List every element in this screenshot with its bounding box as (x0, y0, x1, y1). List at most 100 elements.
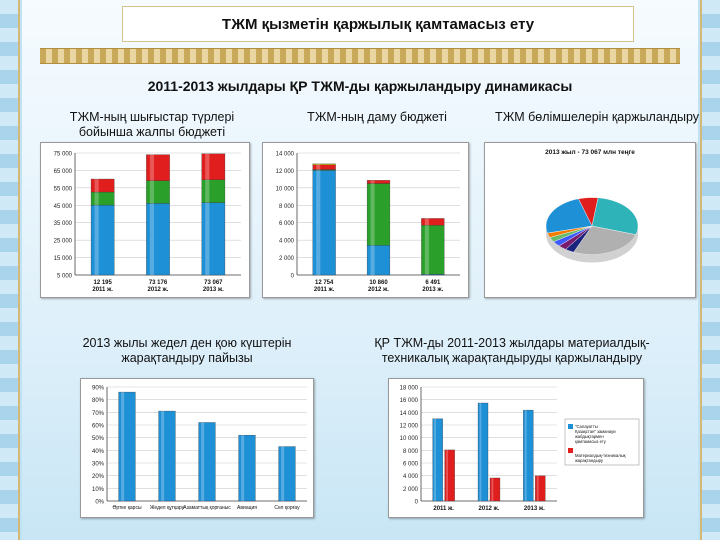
c4-bar-shine (241, 435, 245, 501)
c4-bar (238, 434, 256, 502)
c5-legend-label: "Салауатты (575, 424, 598, 429)
c5-ytick: 18 000 (400, 386, 419, 392)
c1-bar-segment-shine (94, 192, 99, 206)
c2-bar-segment (421, 218, 445, 226)
c4-bar-shine (281, 446, 285, 501)
c1-ytick: 5 000 (57, 274, 73, 280)
c5-category-label: 2011 ж. (433, 506, 454, 512)
c1-ytick: 45 000 (54, 204, 73, 210)
c2-ytick: 2 000 (279, 256, 295, 262)
c5-bar (477, 402, 489, 502)
c1-bar-segment (146, 154, 170, 181)
c5-ytick: 10 000 (400, 436, 419, 442)
c3-title: 2013 жыл - 73 067 млн теңге (545, 149, 635, 156)
c4-svg: 0% 10% 20% 30% 40% 50% 60% 70% 80% 90% Өртке қарсы… (92, 386, 307, 511)
c2-category-label: 2013 ж. (422, 287, 443, 293)
slide: ТЖМ қызметін қаржылық қамтамасыз ету 201… (22, 0, 699, 540)
c5-legend (564, 418, 640, 466)
c5-ytick: 16 000 (400, 398, 419, 404)
c5-bar (432, 418, 443, 502)
c2-ytick: 0 (291, 274, 295, 280)
c5-svg: 0 2 000 4 000 6 000 8 000 10 000 12 000 14 000 1… (400, 386, 640, 512)
c4-category-label: Жедел құтқару (150, 505, 185, 511)
c2-bar-segment-shine (370, 180, 375, 184)
c4-ytick: 0% (95, 500, 104, 506)
c1-bar-segment (90, 178, 115, 193)
c5-bar (535, 475, 546, 502)
c1-ytick: 65 000 (54, 169, 73, 175)
c4-category-label: Авиация (237, 505, 257, 511)
c5-legend-label: Қазақстан" заманауи (575, 429, 616, 434)
c5-bar-shine (536, 475, 539, 501)
panel2-title: ТЖМ-ның даму бюджеті (307, 110, 447, 124)
c3-pie-slice (573, 225, 637, 255)
c1-bar-segment-shine (94, 205, 99, 275)
page-subtitle: 2011-2013 жылдары ҚР ТЖМ-ды қаржыландыру… (147, 78, 573, 94)
c4-category-label: Азаматтық қорғаныс (183, 505, 231, 511)
c3-svg: 2013 жыл - 73 067 млн теңге (545, 149, 639, 263)
c2-ytick: 4 000 (279, 239, 295, 245)
c4-ytick: 70% (92, 411, 105, 417)
c1-bar-segment-shine (205, 202, 210, 275)
c2-bar-segment-shine (316, 169, 321, 171)
c2-bar-segment-shine (316, 164, 321, 170)
left-border (0, 0, 20, 540)
c2-ytick: 6 000 (279, 221, 295, 227)
c2-bar-segment-shine (424, 218, 429, 226)
page-title: ТЖМ қызметін қаржылық қамтамасыз ету (221, 15, 535, 33)
c5-bar (523, 409, 534, 502)
c5-ytick: 2 000 (403, 487, 419, 493)
c5-bar-shine (446, 449, 448, 501)
c1-bar-segment-shine (94, 179, 99, 193)
c5-legend-label: жабдықтармен (575, 434, 604, 439)
c4-ytick: 80% (92, 398, 105, 404)
c5-bar-shine (491, 477, 494, 501)
panel5-title: ҚР ТЖМ-ды 2011-2013 жылдары материалдық-… (374, 336, 650, 365)
chart-equipment-percent: 0% 10% 20% 30% 40% 50% 60% 70% 80% 90% Өртке қарсы… (80, 378, 314, 518)
c1-bar-segment (90, 191, 115, 206)
c2-svg: 0 2 000 4 000 6 000 8 000 10 000 12 000 14 000 1… (276, 152, 460, 293)
c2-bar-segment (366, 180, 391, 184)
c1-category-label: 2012 ж. (148, 287, 169, 293)
c2-category-label: 2011 ж. (314, 287, 335, 293)
c2-bar-segment (312, 170, 336, 276)
c4-category-label: Өртке қарсы (112, 505, 142, 511)
panel3-title: ТЖМ бөлімшелерін қаржыландыру (494, 110, 700, 124)
c3-pie-slice (545, 198, 593, 234)
c2-ytick: 8 000 (279, 204, 295, 210)
title-bar: ТЖМ қызметін қаржылық қамтамасыз ету (122, 6, 634, 42)
c4-category-label: Сел қорғау (274, 505, 300, 511)
ornament-band (40, 48, 680, 64)
c2-bar-segment-shine (424, 225, 429, 275)
c2-category-label: 2012 ж. (368, 287, 389, 293)
c1-category-label: 2011 ж. (92, 287, 113, 293)
c4-bar (278, 446, 296, 502)
c4-ytick: 50% (92, 436, 105, 442)
c1-bar-segment-shine (149, 203, 155, 275)
c4-ytick: 90% (92, 386, 105, 392)
c2-bar-segment-shine (370, 183, 375, 246)
c1-category-label: 12 195 (93, 280, 112, 286)
c4-bar-shine (161, 411, 165, 501)
c1-category-label: 2013 ж. (203, 287, 224, 293)
c3-pie-depth (546, 226, 638, 263)
c1-bar-segment-shine (149, 180, 155, 204)
c5-ytick: 12 000 (400, 424, 419, 430)
c5-bar-shine (434, 418, 436, 501)
c1-ytick: 25 000 (54, 239, 73, 245)
c2-ytick: 14 000 (276, 152, 295, 158)
c4-ytick: 60% (92, 424, 105, 430)
c5-ytick: 4 000 (403, 474, 419, 480)
c4-ytick: 40% (92, 449, 105, 455)
panel4-title: 2013 жылы жедел ден қою күштерін жарақта… (82, 336, 292, 365)
c4-ytick: 20% (92, 474, 105, 480)
c5-legend-label: Материалдық-техникалық (575, 453, 626, 458)
c4-bar (118, 391, 136, 502)
c1-bar-segment (201, 153, 226, 180)
c5-bar-shine (479, 403, 482, 501)
c5-bar-shine (524, 410, 527, 501)
c1-category-label: 73 067 (204, 280, 223, 286)
c1-bar-segment-shine (205, 153, 210, 180)
c5-legend-swatch (568, 424, 573, 429)
c3-pie-slice (591, 197, 639, 235)
